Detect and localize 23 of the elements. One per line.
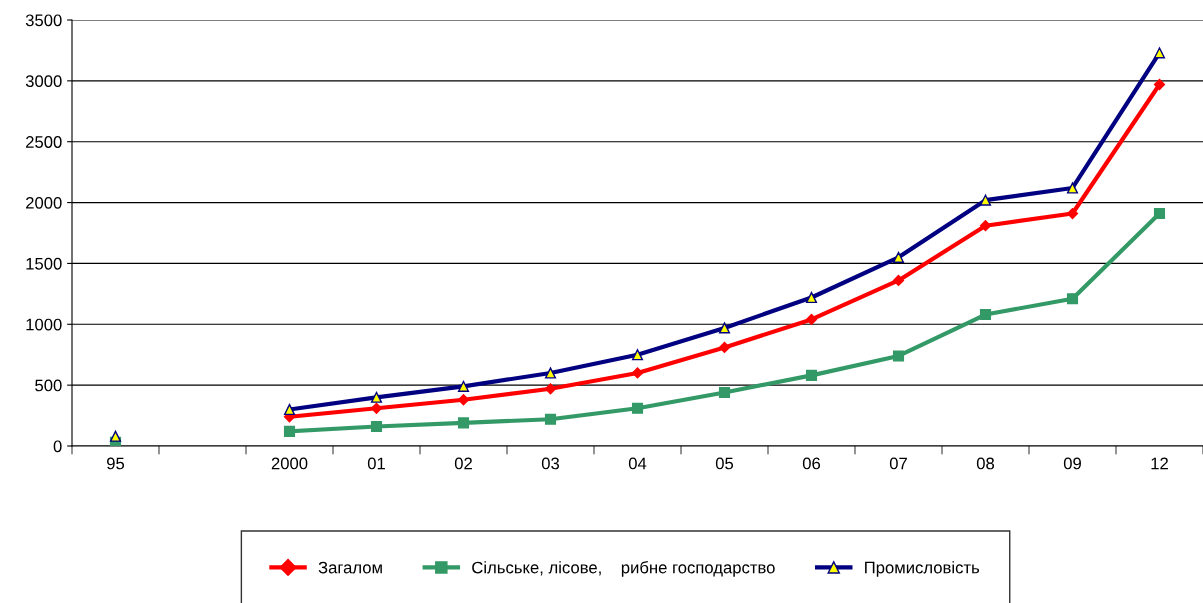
- y-tick-label: 1000: [26, 318, 62, 331]
- x-tick-label: 95: [107, 457, 125, 470]
- x-tick-label: 01: [367, 457, 385, 470]
- x-tick-label: 12: [1151, 457, 1168, 470]
- x-tick-label: 2000: [271, 457, 308, 470]
- y-tick-label: 2500: [26, 136, 62, 148]
- y-tick-label: 2000: [26, 196, 62, 209]
- y-tick-label: 3000: [25, 75, 62, 88]
- x-tick-label: 03: [541, 457, 560, 470]
- legend-label: Загалом: [318, 561, 382, 574]
- legend-label: Промисловість: [865, 561, 980, 577]
- y-tick-label: 3500: [25, 14, 62, 27]
- x-tick-label: 07: [889, 457, 907, 470]
- x-tick-label: 06: [802, 457, 821, 470]
- x-tick-label: 04: [628, 457, 647, 470]
- x-tick-label: 05: [715, 457, 734, 470]
- x-tick-label: 09: [1063, 457, 1081, 470]
- y-tick-label: 1500: [26, 257, 62, 270]
- legend-label: Сільське, лісове, рибне господарство: [472, 561, 775, 577]
- y-tick-label: 0: [53, 440, 62, 453]
- x-tick-label: 08: [976, 457, 995, 470]
- y-tick-label: 500: [35, 379, 62, 392]
- x-tick-label: 02: [454, 457, 472, 470]
